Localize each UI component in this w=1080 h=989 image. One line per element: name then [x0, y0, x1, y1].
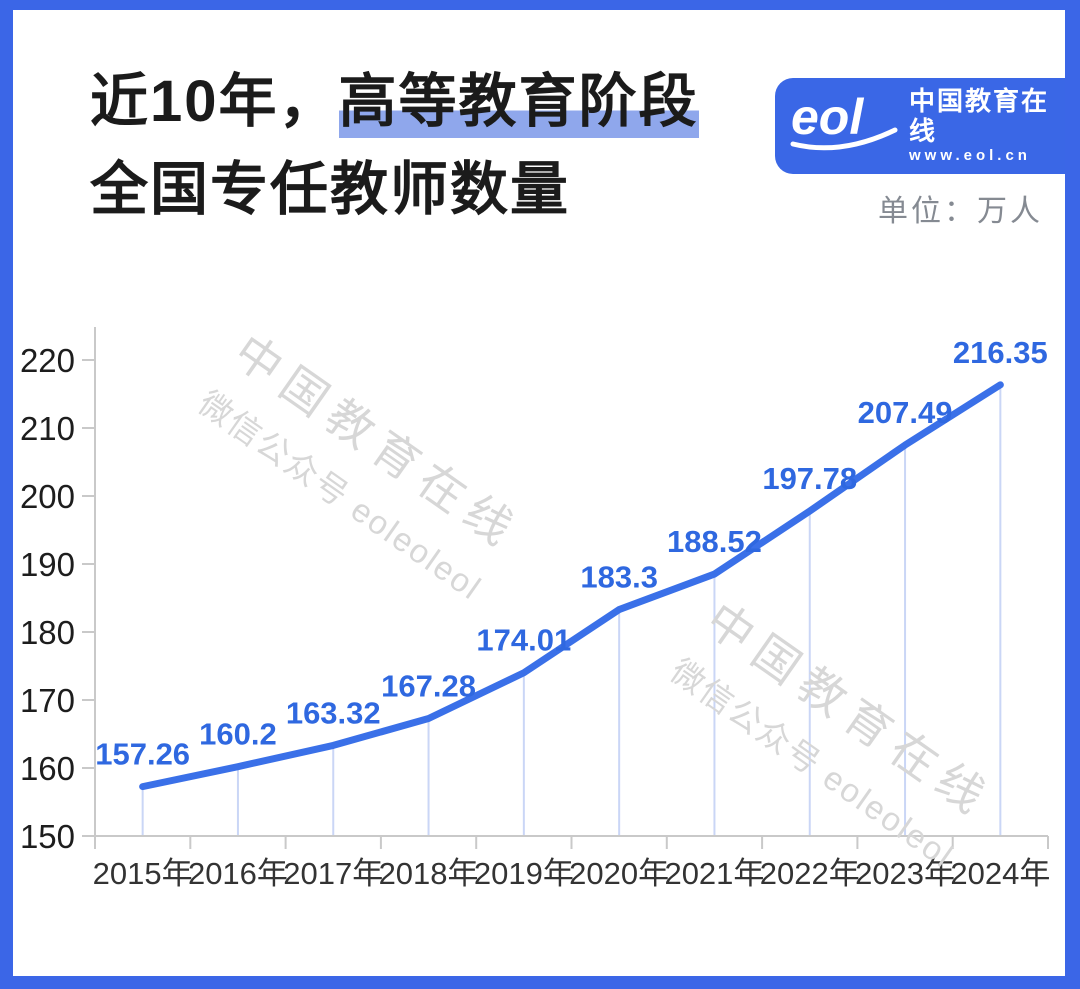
eol-logo-name: 中国教育在线 [909, 86, 1050, 146]
data-point-label: 174.01 [476, 623, 571, 658]
x-tick-label: 2022年 [760, 856, 860, 891]
title-prefix: 近10年， [90, 69, 339, 134]
title-line-1: 近10年，高等教育阶段 [90, 58, 699, 146]
data-point-label: 207.49 [858, 395, 953, 430]
page-title: 近10年，高等教育阶段 全国专任教师数量 [90, 58, 699, 234]
data-point-label: 216.35 [953, 335, 1048, 370]
x-tick-label: 2024年 [950, 856, 1050, 891]
teachers-line-chart: 1501601701801902002102202015年2016年2017年2… [20, 327, 1050, 891]
x-tick-label: 2017年 [283, 856, 383, 891]
title-highlighted-phrase: 高等教育阶段 [338, 69, 699, 138]
data-point-label: 197.78 [762, 461, 857, 496]
x-tick-label: 2019年 [474, 856, 574, 891]
y-tick-label: 220 [20, 342, 75, 379]
x-tick-label: 2023年 [855, 856, 955, 891]
x-tick-label: 2016年 [188, 856, 288, 891]
unit-label: 单位：万人 [878, 195, 1043, 228]
data-point-label: 183.3 [580, 560, 658, 595]
y-tick-label: 170 [20, 682, 75, 719]
y-tick-label: 210 [20, 410, 75, 447]
trend-line [139, 381, 1004, 791]
x-tick-label: 2020年 [569, 856, 669, 891]
x-tick-label: 2015年 [93, 856, 193, 891]
eol-logo-wordmark: 中国教育在线 www.eol.cn [909, 86, 1065, 166]
eol-swoosh-stroke [790, 127, 898, 150]
y-tick-label: 160 [20, 750, 75, 787]
eol-swoosh-icon: eol [789, 89, 901, 161]
data-point-label: 188.52 [667, 524, 762, 559]
title-line-2: 全国专任教师数量 [90, 157, 571, 222]
data-point-label: 167.28 [381, 668, 476, 703]
poster-card: 近10年，高等教育阶段 全国专任教师数量 eol 中国教育在线 www.eol.… [13, 10, 1065, 976]
data-point-label: 163.32 [286, 695, 381, 730]
y-tick-label: 150 [20, 818, 75, 855]
y-tick-label: 190 [20, 546, 75, 583]
eol-logo-url: www.eol.cn [909, 147, 1031, 164]
eol-logo-text: eol [791, 92, 864, 145]
x-tick-label: 2021年 [664, 856, 764, 891]
data-point-label: 157.26 [95, 737, 190, 772]
x-tick-label: 2018年 [379, 856, 479, 891]
y-tick-label: 200 [20, 478, 75, 515]
eol-logo-badge: eol 中国教育在线 www.eol.cn [775, 78, 1065, 174]
y-tick-label: 180 [20, 614, 75, 651]
data-point-label: 160.2 [199, 717, 277, 752]
